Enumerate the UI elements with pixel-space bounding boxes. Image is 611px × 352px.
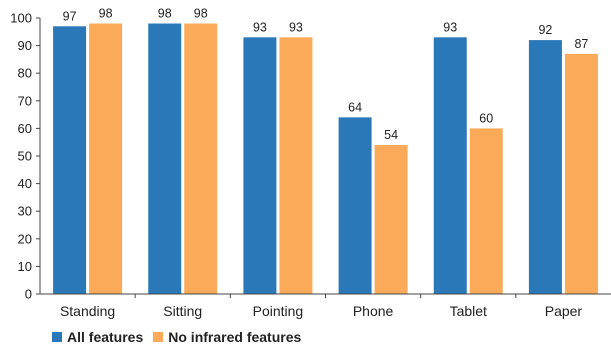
data-label: 54 xyxy=(384,128,398,142)
bar xyxy=(279,37,313,294)
y-tick-label: 40 xyxy=(18,176,32,191)
bar xyxy=(89,23,123,295)
y-tick-label: 20 xyxy=(18,231,32,246)
y-tick-label: 90 xyxy=(18,38,32,53)
legend-item-no-infrared-features: No infrared features xyxy=(153,329,301,345)
legend-swatch-all-features xyxy=(52,332,62,342)
data-label: 93 xyxy=(253,20,267,34)
data-label: 98 xyxy=(158,7,172,21)
y-tick-label: 50 xyxy=(18,149,32,164)
x-tick-label: Sitting xyxy=(163,303,202,319)
data-label: 64 xyxy=(348,100,362,114)
bar xyxy=(469,128,503,294)
bar xyxy=(374,144,408,294)
data-label: 92 xyxy=(538,23,552,37)
data-label: 60 xyxy=(479,111,493,125)
bar xyxy=(338,117,372,294)
x-tick-label: Paper xyxy=(545,303,583,319)
y-tick-label: 30 xyxy=(18,204,32,219)
y-tick-label: 100 xyxy=(10,11,32,26)
bars: 97 98 98 98 93 93 64 54 93 60 92 87 xyxy=(53,7,598,295)
legend: All features No infrared features xyxy=(52,329,301,345)
bar xyxy=(243,37,277,294)
y-tick-label: 10 xyxy=(18,259,32,274)
x-tick-label: Tablet xyxy=(450,303,487,319)
y-tick-label: 0 xyxy=(25,287,32,302)
y-tick-label: 80 xyxy=(18,66,32,81)
x-tick-label: Phone xyxy=(353,303,394,319)
x-axis: Standing Sitting Pointing Phone Tablet Paper xyxy=(40,293,611,319)
bar xyxy=(528,40,562,294)
y-tick-label: 60 xyxy=(18,121,32,136)
bar xyxy=(53,26,87,295)
bar xyxy=(564,53,598,294)
legend-label-no-infrared-features: No infrared features xyxy=(168,329,302,345)
x-tick-label: Standing xyxy=(60,303,115,319)
bar xyxy=(148,23,182,295)
bar xyxy=(184,23,218,295)
data-label: 93 xyxy=(443,20,457,34)
data-label: 98 xyxy=(99,7,113,21)
y-axis: 0 10 20 30 40 50 60 70 80 90 100 xyxy=(10,11,41,302)
bar xyxy=(433,37,467,294)
legend-label-all-features: All features xyxy=(67,329,144,345)
y-tick-label: 70 xyxy=(18,93,32,108)
data-label: 93 xyxy=(289,20,303,34)
data-label: 98 xyxy=(194,7,208,21)
data-label: 87 xyxy=(574,37,588,51)
x-tick-label: Pointing xyxy=(253,303,304,319)
legend-item-all-features: All features xyxy=(52,329,143,345)
legend-swatch-no-infrared-features xyxy=(153,332,164,342)
data-label: 97 xyxy=(63,9,77,23)
